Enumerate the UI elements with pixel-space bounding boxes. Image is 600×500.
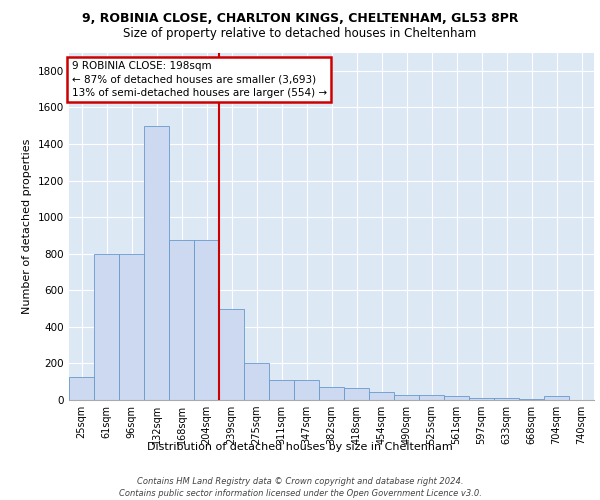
Bar — [219, 308, 244, 400]
Text: Contains public sector information licensed under the Open Government Licence v3: Contains public sector information licen… — [119, 489, 481, 498]
Bar — [169, 240, 194, 400]
Bar — [194, 240, 219, 400]
Bar — [444, 396, 469, 400]
Bar — [369, 392, 394, 400]
Bar — [319, 387, 344, 400]
Bar — [494, 398, 519, 400]
Text: 9, ROBINIA CLOSE, CHARLTON KINGS, CHELTENHAM, GL53 8PR: 9, ROBINIA CLOSE, CHARLTON KINGS, CHELTE… — [82, 12, 518, 26]
Bar — [469, 398, 494, 400]
Bar — [419, 396, 444, 400]
Bar — [94, 254, 119, 400]
Bar — [144, 126, 169, 400]
Text: Contains HM Land Registry data © Crown copyright and database right 2024.: Contains HM Land Registry data © Crown c… — [137, 478, 463, 486]
Text: Distribution of detached houses by size in Cheltenham: Distribution of detached houses by size … — [147, 442, 453, 452]
Bar — [269, 380, 294, 400]
Bar — [119, 254, 144, 400]
Bar — [394, 394, 419, 400]
Bar — [519, 398, 544, 400]
Text: Size of property relative to detached houses in Cheltenham: Size of property relative to detached ho… — [124, 28, 476, 40]
Y-axis label: Number of detached properties: Number of detached properties — [22, 138, 32, 314]
Bar — [244, 364, 269, 400]
Bar — [294, 380, 319, 400]
Bar — [344, 388, 369, 400]
Bar — [544, 396, 569, 400]
Text: 9 ROBINIA CLOSE: 198sqm
← 87% of detached houses are smaller (3,693)
13% of semi: 9 ROBINIA CLOSE: 198sqm ← 87% of detache… — [71, 61, 327, 98]
Bar — [69, 377, 94, 400]
